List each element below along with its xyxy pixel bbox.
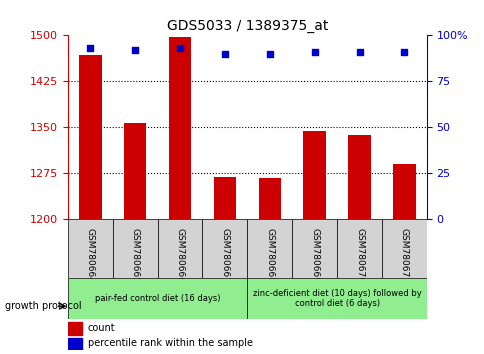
Bar <box>68 219 112 278</box>
Bar <box>247 219 291 278</box>
Point <box>310 49 318 55</box>
Title: GDS5033 / 1389375_at: GDS5033 / 1389375_at <box>166 19 327 33</box>
Text: percentile rank within the sample: percentile rank within the sample <box>88 338 252 348</box>
Bar <box>348 135 370 219</box>
Text: count: count <box>88 322 115 332</box>
Text: GSM780670: GSM780670 <box>354 228 363 283</box>
Text: zinc-deficient diet (10 days) followed by
control diet (6 days): zinc-deficient diet (10 days) followed b… <box>252 289 421 308</box>
Point <box>176 45 183 51</box>
Bar <box>68 322 82 335</box>
Bar <box>303 131 325 219</box>
Bar <box>112 219 157 278</box>
Bar <box>168 37 191 219</box>
Point <box>400 49 408 55</box>
Bar <box>68 278 247 319</box>
Bar <box>381 219 426 278</box>
Point <box>221 51 228 57</box>
Bar <box>79 55 101 219</box>
Point <box>355 49 363 55</box>
Text: GSM780667: GSM780667 <box>220 228 229 283</box>
Bar <box>247 278 426 319</box>
Text: GSM780664: GSM780664 <box>86 228 95 283</box>
Text: GSM780666: GSM780666 <box>175 228 184 283</box>
Bar <box>68 338 82 350</box>
Bar <box>291 219 336 278</box>
Text: pair-fed control diet (16 days): pair-fed control diet (16 days) <box>95 294 220 303</box>
Text: GSM780669: GSM780669 <box>309 228 318 283</box>
Text: GSM780668: GSM780668 <box>265 228 274 283</box>
Bar <box>124 123 146 219</box>
Text: GSM780665: GSM780665 <box>130 228 139 283</box>
Bar <box>202 219 247 278</box>
Text: GSM780671: GSM780671 <box>399 228 408 283</box>
Point <box>86 45 94 51</box>
Point <box>131 47 139 53</box>
Bar <box>258 178 280 219</box>
Bar <box>157 219 202 278</box>
Bar <box>336 219 381 278</box>
Bar <box>393 164 415 219</box>
Bar <box>213 177 236 219</box>
Text: growth protocol: growth protocol <box>5 301 81 311</box>
Point <box>265 51 273 57</box>
